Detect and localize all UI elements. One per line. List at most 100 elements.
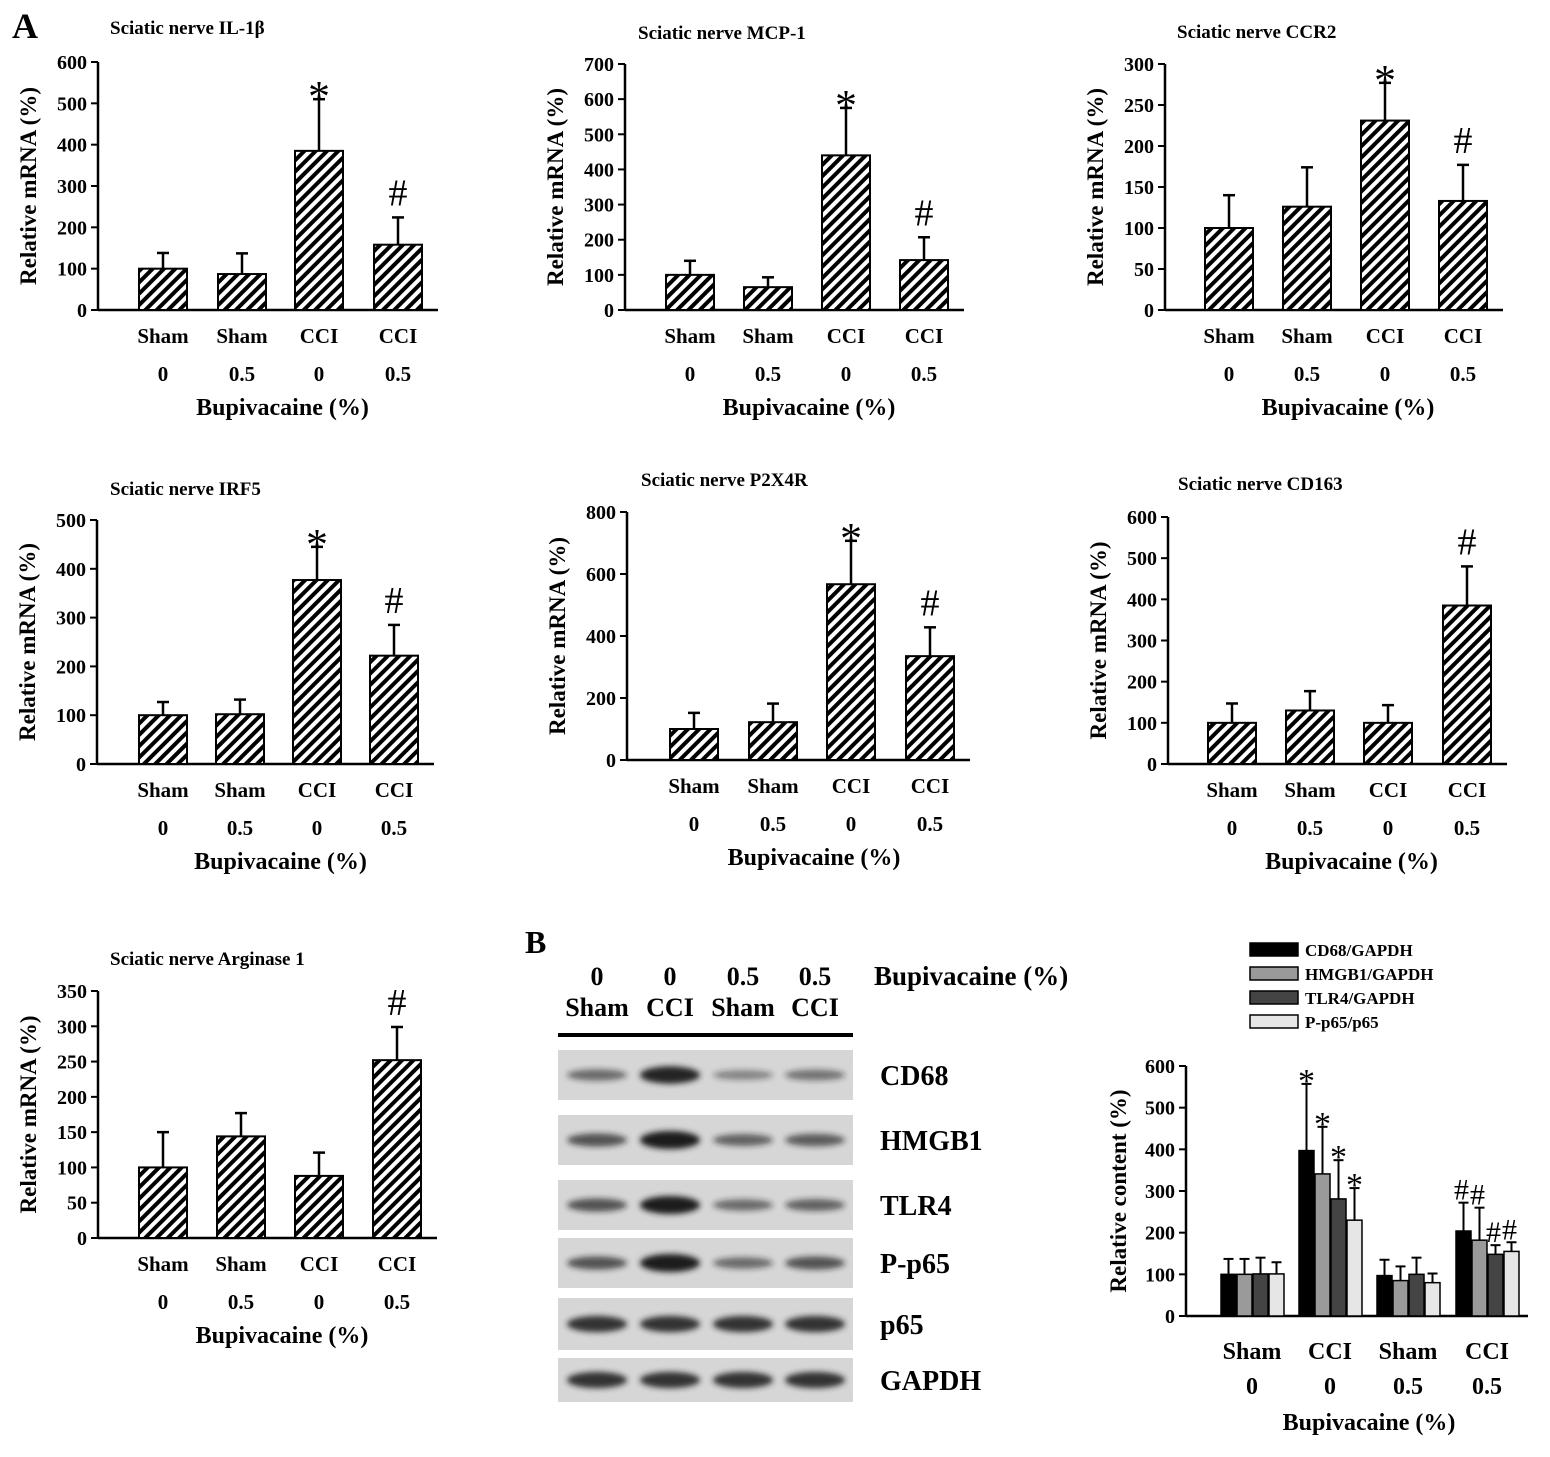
x-subtick-label: 0 [1324, 1374, 1336, 1400]
x-tick-label: CCI [832, 774, 871, 798]
x-tick-label: CCI [1369, 778, 1408, 802]
y-tick-label: 0 [1147, 754, 1157, 776]
y-tick-label: 300 [1145, 1181, 1175, 1203]
bar [1487, 1253, 1504, 1317]
x-axis-label: Bupivacaine (%) [1265, 849, 1438, 875]
y-tick-label: 200 [57, 217, 87, 239]
significance-star: * [1314, 1106, 1331, 1143]
x-tick-label: Sham [668, 774, 720, 798]
y-tick-label: 300 [57, 1016, 87, 1038]
significance-hash: # [389, 172, 408, 214]
x-tick-label: CCI [1448, 778, 1487, 802]
blot-band [713, 1070, 773, 1080]
x-tick-label: Sham [664, 324, 716, 348]
x-subtick-label: 0.5 [1297, 816, 1323, 840]
chart-title: Sciatic nerve P2X4R [641, 470, 808, 491]
legend-label: CD68/GAPDH [1305, 941, 1413, 960]
y-tick-label: 50 [1134, 259, 1154, 281]
blot-band [785, 1256, 845, 1270]
bar [1207, 721, 1257, 765]
x-subtick-label: 0.5 [229, 362, 255, 386]
legend-swatch [1249, 966, 1299, 981]
x-tick-label: Sham [1203, 324, 1255, 348]
bar [216, 1135, 266, 1240]
x-subtick-label: 0 [312, 816, 323, 840]
y-tick-label: 400 [1145, 1139, 1175, 1161]
bar [1408, 1273, 1425, 1317]
lane-dose-label: 0.5 [799, 962, 832, 991]
bar [1220, 1273, 1237, 1317]
y-tick-label: 100 [1145, 1264, 1175, 1286]
y-tick-label: 300 [584, 195, 614, 217]
x-subtick-label: 0.5 [1294, 362, 1320, 386]
chart-irf5: Sciatic nerve IRF5 0 100 200 300 400 500 Relati… [15, 479, 434, 875]
x-tick-label: Sham [742, 324, 794, 348]
y-axis-label: Relative mRNA (%) [16, 1015, 41, 1213]
blot-band [640, 1066, 700, 1084]
bar [372, 1059, 422, 1240]
bar [1282, 205, 1332, 311]
y-tick-label: 400 [1127, 589, 1157, 611]
significance-star: * [1346, 1167, 1363, 1204]
bar [1330, 1198, 1347, 1317]
x-subtick-label: 0 [158, 1290, 169, 1314]
x-axis-label: Bupivacaine (%) [723, 395, 896, 421]
bar [665, 273, 715, 312]
bar [1360, 119, 1410, 311]
bar [1438, 199, 1488, 311]
bar [826, 583, 876, 761]
x-subtick-label: 0 [1227, 816, 1238, 840]
chart-title: Sciatic nerve Arginase 1 [110, 949, 305, 970]
x-subtick-label: 0 [689, 812, 700, 836]
blot-band [640, 1131, 700, 1149]
x-subtick-label: 0.5 [1454, 816, 1480, 840]
x-tick-label: CCI [905, 324, 944, 348]
blot-row-label: GAPDH [880, 1366, 981, 1397]
y-tick-label: 600 [586, 564, 616, 586]
y-tick-label: 250 [1124, 95, 1154, 117]
blot-band [713, 1315, 773, 1333]
bar [294, 1174, 344, 1239]
y-tick-label: 0 [1165, 1306, 1175, 1328]
bar [138, 1166, 188, 1240]
bar [1376, 1274, 1393, 1317]
charts-layer: Sciatic nerve IL-1β0100200300400500600Re… [15, 18, 1528, 1436]
significance-hash: # [1486, 1216, 1501, 1249]
bar [292, 579, 342, 765]
x-axis-label: Bupivacaine (%) [194, 849, 367, 875]
blot-band [785, 1315, 845, 1333]
bar [294, 149, 344, 311]
y-tick-label: 350 [57, 981, 87, 1003]
significance-hash: # [1454, 120, 1473, 162]
lane-dose-label: 0.5 [727, 962, 760, 991]
x-subtick-label: 0 [314, 1290, 325, 1314]
blot-band [713, 1371, 773, 1389]
x-subtick-label: 0 [1246, 1374, 1258, 1400]
bar [1252, 1273, 1269, 1317]
blot-row-gapdh: GAPDH [558, 1358, 981, 1402]
blot-band [567, 1256, 627, 1270]
x-subtick-label: 0 [1383, 816, 1394, 840]
y-tick-label: 150 [57, 1122, 87, 1144]
x-subtick-label: 0 [685, 362, 696, 386]
x-subtick-label: 0.5 [755, 362, 781, 386]
x-tick-label: CCI [300, 1252, 339, 1276]
x-tick-label: CCI [378, 1252, 417, 1276]
y-tick-label: 200 [1124, 136, 1154, 158]
x-subtick-label: 0 [158, 816, 169, 840]
blot-band [567, 1198, 627, 1212]
bar [138, 714, 188, 766]
significance-hash: # [1454, 1174, 1469, 1207]
y-tick-label: 300 [1124, 54, 1154, 76]
y-tick-label: 200 [56, 656, 86, 678]
blot-row-label: P-p65 [880, 1249, 950, 1280]
x-tick-label: Sham [1281, 324, 1333, 348]
y-tick-label: 400 [586, 626, 616, 648]
chart-arg1: Sciatic nerve Arginase 1 0 50 100 150 200 250 3… [16, 949, 437, 1349]
chart-title: Sciatic nerve MCP-1 [638, 23, 806, 44]
y-axis-label: Relative mRNA (%) [1083, 88, 1108, 286]
significance-hash: # [388, 982, 407, 1024]
x-subtick-label: 0.5 [760, 812, 786, 836]
